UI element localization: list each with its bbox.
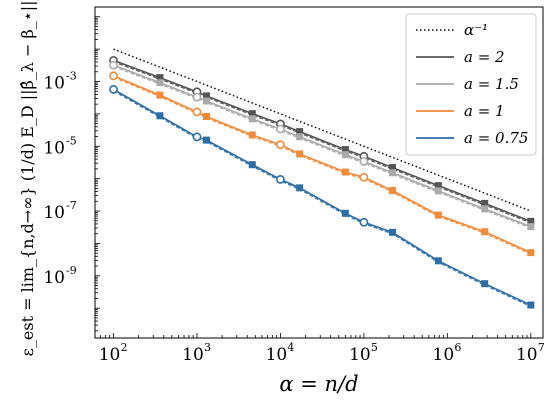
x-tick-exponent: 5 — [371, 341, 378, 354]
x-tick-exponent: 6 — [454, 341, 461, 354]
square-marker-a1-5 — [341, 151, 349, 159]
circle-marker-a1-5 — [192, 92, 202, 102]
square-marker-a0-75 — [341, 209, 349, 217]
legend-box — [405, 13, 537, 156]
x-tick-exponent: 4 — [287, 341, 294, 354]
square-marker-a1-5 — [434, 187, 442, 195]
square-marker-a1-5 — [296, 133, 304, 141]
square-marker-a1 — [481, 228, 489, 236]
square-marker-a0-75 — [248, 161, 256, 169]
square-marker-a1-5 — [156, 79, 164, 87]
y-tick-exponent: -9 — [66, 264, 77, 277]
legend-label: a = 1.5 — [464, 75, 519, 93]
legend-label: a = 2 — [464, 48, 505, 66]
x-tick-exponent: 7 — [538, 341, 545, 354]
circle-marker-a1 — [359, 172, 369, 182]
square-marker-a2 — [434, 182, 442, 190]
y-axis-label: ε_est = lim_{n,d→∞} (1/d) E_D ||β̂_λ − β… — [18, 0, 37, 356]
square-marker-a2 — [248, 110, 256, 118]
x-tick-label: 10 — [99, 345, 121, 365]
square-marker-a0-75 — [527, 301, 535, 309]
square-marker-a1 — [434, 211, 442, 219]
y-tick-label: 10 — [43, 268, 65, 288]
square-marker-a1-5 — [248, 115, 256, 123]
legend-label: a = 1 — [464, 102, 505, 120]
y-tick-exponent: -3 — [66, 70, 77, 83]
legend: α⁻¹ a = 2 a = 1.5 a = 1 a = 0.75 — [405, 13, 537, 156]
x-tick-label: 10 — [516, 345, 538, 365]
square-marker-a2 — [296, 128, 304, 136]
square-marker-a2 — [388, 164, 396, 172]
circle-marker-a0-75 — [276, 174, 285, 184]
x-tick-label: 10 — [266, 345, 288, 365]
square-marker-a0-75 — [388, 228, 396, 236]
y-tick-label: 10 — [43, 74, 65, 94]
square-marker-a1 — [296, 150, 304, 158]
x-tick-label: 10 — [182, 345, 204, 365]
x-tick-label: 10 — [349, 345, 371, 365]
square-marker-a0-75 — [156, 112, 164, 120]
square-marker-a2 — [481, 199, 489, 207]
square-marker-a1-5 — [481, 205, 489, 213]
circle-marker-a1-5 — [359, 157, 369, 166]
axis-ticks: 10 2 10 3 10 4 10 5 10 6 10 710 -310 -510 -710 -9 — [43, 6, 545, 365]
x-tick-exponent: 3 — [204, 341, 211, 354]
legend-label: α⁻¹ — [464, 21, 488, 39]
square-marker-a1 — [248, 131, 256, 139]
square-marker-a1-5 — [388, 169, 396, 177]
x-tick-exponent: 2 — [121, 341, 128, 354]
square-marker-a0-75 — [202, 136, 210, 144]
y-tick-label: 10 — [43, 138, 65, 158]
circle-marker-a0-75 — [359, 217, 369, 227]
square-marker-a1 — [341, 168, 349, 176]
square-marker-a1-5 — [202, 97, 210, 105]
square-marker-a2 — [202, 92, 210, 100]
circle-marker-a1-5 — [109, 60, 118, 70]
plot-frame — [94, 6, 544, 339]
square-marker-a0-75 — [296, 184, 304, 192]
square-marker-a1 — [156, 91, 164, 99]
legend-label: a = 0.75 — [464, 129, 528, 147]
square-marker-a0-75 — [481, 280, 489, 288]
circle-marker-a1 — [192, 107, 202, 117]
square-marker-a1 — [202, 113, 210, 121]
plot-marks — [109, 48, 535, 309]
y-tick-exponent: -7 — [66, 199, 77, 212]
x-tick-label: 10 — [433, 345, 455, 365]
x-axis-label: α = n/d — [279, 372, 358, 396]
square-marker-a1 — [527, 249, 535, 257]
square-marker-a1 — [388, 187, 396, 195]
square-marker-a2 — [156, 74, 164, 82]
square-marker-a2 — [341, 146, 349, 154]
square-marker-a0-75 — [434, 257, 442, 265]
circle-marker-a1 — [109, 71, 118, 81]
square-marker-a2 — [527, 217, 535, 225]
square-marker-a1-5 — [527, 223, 535, 231]
circle-marker-a1-5 — [276, 124, 285, 134]
circle-marker-a0-75 — [192, 132, 202, 142]
y-tick-exponent: -5 — [66, 134, 77, 147]
circle-marker-a1 — [276, 140, 285, 150]
circle-marker-a0-75 — [109, 85, 118, 94]
reference-line — [113, 48, 532, 212]
y-tick-label: 10 — [43, 203, 65, 223]
